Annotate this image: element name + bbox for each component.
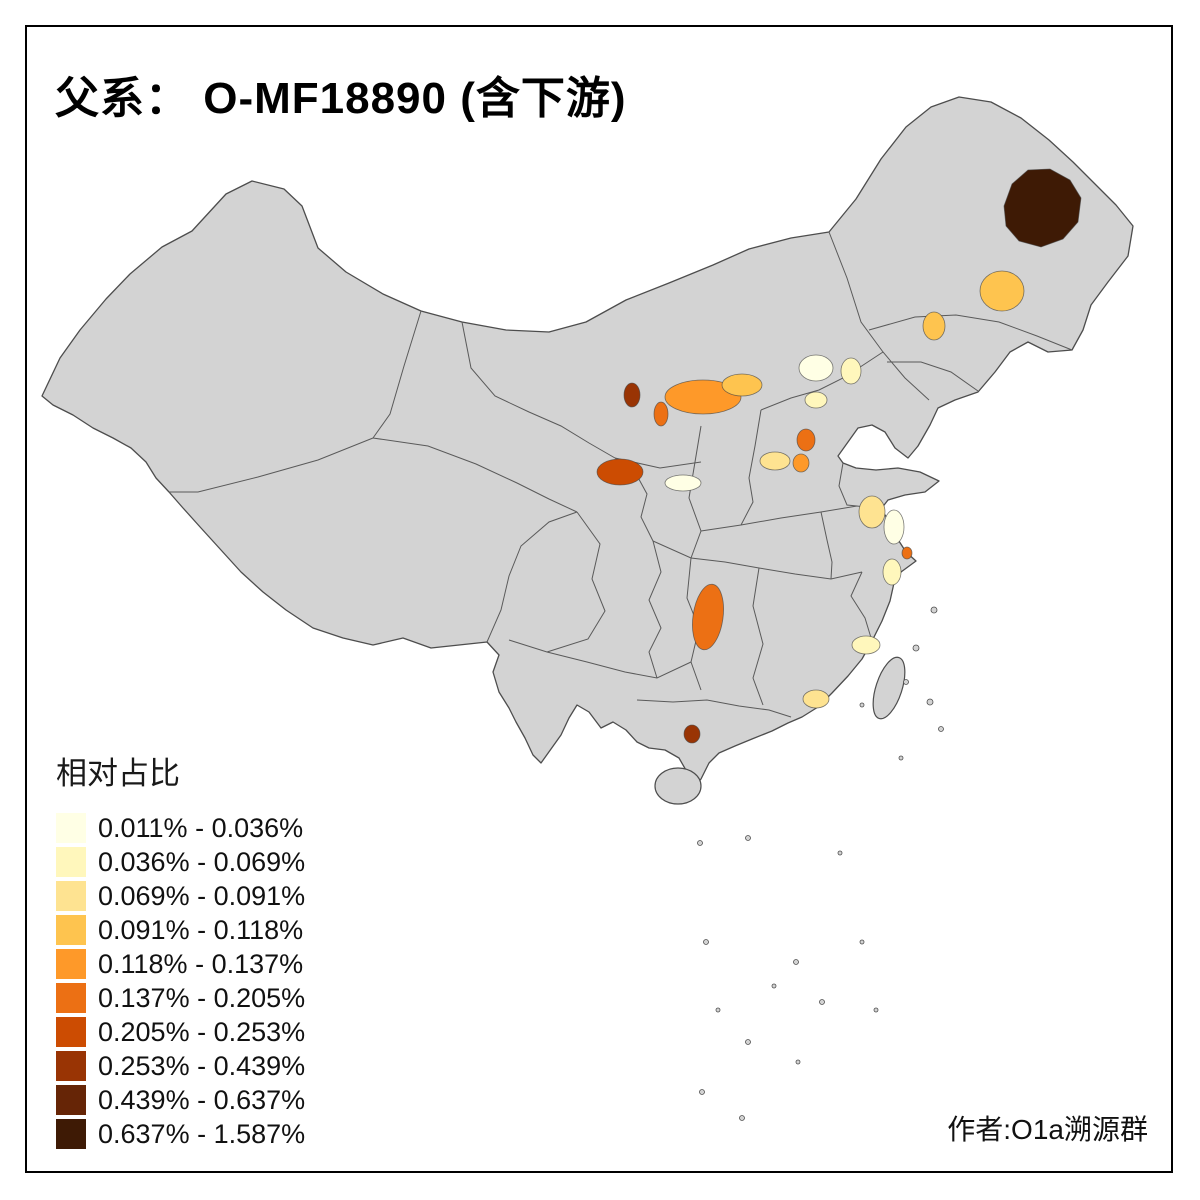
legend-swatch	[56, 915, 86, 945]
page-title: 父系： O-MF18890 (含下游)	[55, 74, 627, 123]
map-region-patch	[664, 474, 702, 492]
map-region-patch	[802, 689, 830, 709]
map-region-patch	[653, 401, 669, 427]
legend-swatch	[56, 949, 86, 979]
colored-region-layer	[596, 168, 1082, 744]
map-region-patch	[759, 451, 791, 471]
map-region-patch	[596, 458, 644, 486]
legend-item: 0.439% - 0.637%	[56, 1085, 305, 1115]
map-region-patch	[683, 724, 701, 744]
map-region-patch	[804, 391, 828, 409]
map-region-patch	[858, 495, 886, 529]
map-region-patch	[840, 357, 862, 385]
legend-item: 0.118% - 0.137%	[56, 949, 305, 979]
legend-title: 相对占比	[56, 756, 180, 791]
legend-label: 0.439% - 0.637%	[98, 1084, 306, 1115]
map-region-patch	[792, 453, 810, 473]
legend-label: 0.011% - 0.036%	[98, 812, 304, 843]
map-region-patch	[922, 311, 946, 341]
legend-label: 0.253% - 0.439%	[98, 1050, 306, 1081]
map-region-patch	[901, 546, 913, 560]
legend-swatch	[56, 881, 86, 911]
china-mainland-shape	[41, 96, 1134, 790]
legend: 相对占比 0.011% - 0.036% 0.036% - 0.069% 0.069…	[56, 748, 305, 1153]
legend-label: 0.069% - 0.091%	[98, 880, 306, 911]
map-region-patch	[979, 270, 1025, 312]
taiwan-island-shape	[872, 656, 906, 720]
province-borders	[169, 231, 1073, 718]
legend-item: 0.011% - 0.036%	[56, 813, 305, 843]
legend-items: 0.011% - 0.036% 0.036% - 0.069% 0.069% - 0…	[56, 813, 305, 1149]
legend-swatch	[56, 1017, 86, 1047]
legend-label: 0.118% - 0.137%	[98, 948, 304, 979]
legend-item: 0.637% - 1.587%	[56, 1119, 305, 1149]
map-region-patch	[623, 382, 641, 408]
legend-swatch	[56, 813, 86, 843]
legend-label: 0.091% - 0.118%	[98, 914, 304, 945]
legend-item: 0.205% - 0.253%	[56, 1017, 305, 1047]
map-region-patch	[851, 635, 881, 655]
legend-item: 0.036% - 0.069%	[56, 847, 305, 877]
legend-label: 0.137% - 0.205%	[98, 982, 306, 1013]
map-region-patch	[798, 354, 834, 382]
map-region-patch	[882, 558, 902, 586]
legend-swatch	[56, 1051, 86, 1081]
map-region-patch	[692, 583, 724, 651]
legend-swatch	[56, 983, 86, 1013]
legend-item: 0.069% - 0.091%	[56, 881, 305, 911]
hainan-island-shape	[654, 767, 702, 805]
legend-item: 0.253% - 0.439%	[56, 1051, 305, 1081]
attribution-text: 作者:O1a溯源群	[947, 1114, 1148, 1145]
small-islands	[697, 606, 944, 1121]
map-region-patch	[721, 373, 763, 397]
legend-label: 0.637% - 1.587%	[98, 1118, 306, 1149]
legend-swatch	[56, 1119, 86, 1149]
map-region-patch	[883, 509, 905, 545]
map-region-patch	[664, 379, 742, 415]
legend-item: 0.091% - 0.118%	[56, 915, 305, 945]
legend-label: 0.205% - 0.253%	[98, 1016, 306, 1047]
legend-item: 0.137% - 0.205%	[56, 983, 305, 1013]
legend-swatch	[56, 847, 86, 877]
legend-label: 0.036% - 0.069%	[98, 846, 306, 877]
map-region-patch	[796, 428, 816, 452]
legend-swatch	[56, 1085, 86, 1115]
map-region-patch	[1003, 168, 1082, 248]
